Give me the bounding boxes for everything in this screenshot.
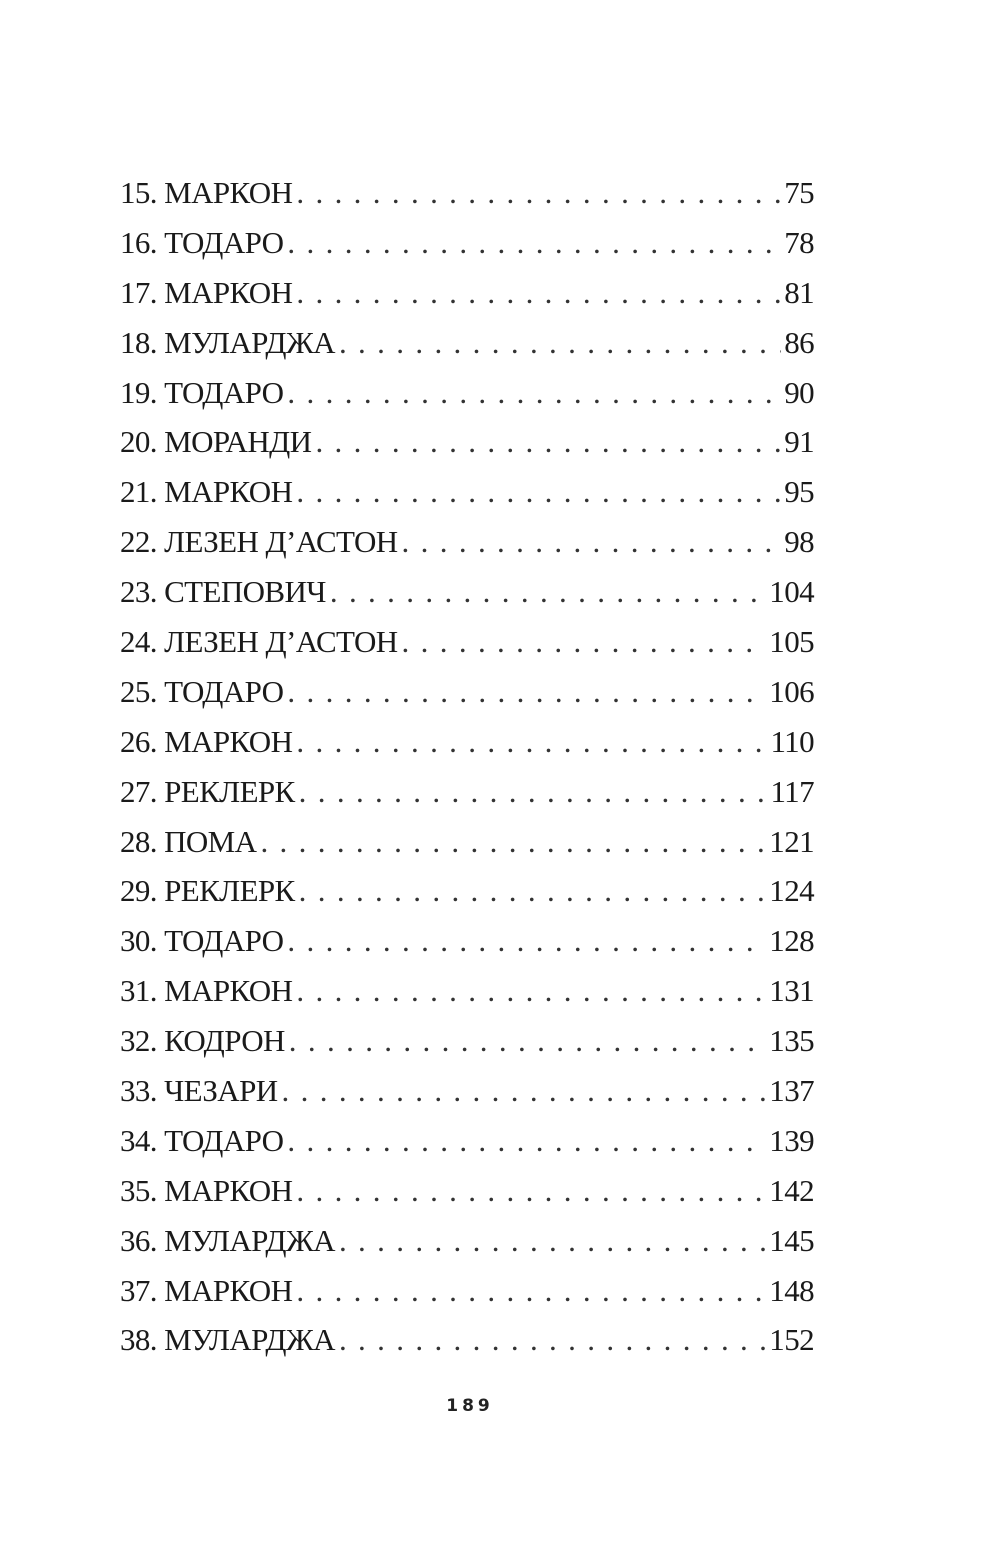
chapter-page: 124 bbox=[769, 873, 814, 909]
dot-leader bbox=[330, 567, 766, 617]
dot-leader bbox=[299, 767, 768, 817]
chapter-title: 22. ЛЕЗЕН Д’АСТОН bbox=[120, 524, 398, 560]
chapter-page: 90 bbox=[784, 374, 814, 410]
toc-entry: 18. МУЛАРДЖА 86 bbox=[120, 318, 815, 368]
dot-leader bbox=[315, 417, 781, 467]
chapter-page: 95 bbox=[784, 474, 814, 510]
chapter-title: 37. МАРКОН bbox=[120, 1272, 293, 1308]
chapter-title: 30. ТОДАРО bbox=[120, 923, 284, 959]
toc-entry: 27. РЕКЛЕРК 117 bbox=[120, 767, 815, 817]
dot-leader bbox=[296, 717, 767, 767]
chapter-page: 117 bbox=[770, 773, 814, 809]
chapter-title: 34. ТОДАРО bbox=[120, 1122, 284, 1158]
chapter-page: 98 bbox=[784, 524, 814, 560]
chapter-page: 121 bbox=[769, 823, 814, 859]
toc-entry: 25. ТОДАРО 106 bbox=[120, 667, 815, 717]
chapter-title: 38. МУЛАРДЖА bbox=[120, 1322, 336, 1358]
chapter-title: 19. ТОДАРО bbox=[120, 374, 284, 410]
dot-leader bbox=[296, 268, 781, 318]
chapter-page: 128 bbox=[769, 923, 814, 959]
toc-entry: 24. ЛЕЗЕН Д’АСТОН 105 bbox=[120, 617, 815, 667]
toc-entry: 23. СТЕПОВИЧ 104 bbox=[120, 567, 815, 617]
chapter-title: 23. СТЕПОВИЧ bbox=[120, 574, 326, 610]
dot-leader bbox=[287, 916, 766, 966]
dot-leader bbox=[296, 966, 766, 1016]
dot-leader bbox=[287, 368, 781, 418]
chapter-title: 35. МАРКОН bbox=[120, 1172, 293, 1208]
chapter-page: 105 bbox=[769, 624, 814, 660]
chapter-title: 31. МАРКОН bbox=[120, 973, 293, 1009]
toc-entry: 37. МАРКОН 148 bbox=[120, 1266, 815, 1316]
dot-leader bbox=[287, 1116, 766, 1166]
chapter-page: 135 bbox=[769, 1023, 814, 1059]
toc-entry: 21. МАРКОН 95 bbox=[120, 467, 815, 517]
chapter-page: 104 bbox=[769, 574, 814, 610]
chapter-page: 78 bbox=[784, 224, 814, 260]
toc-entry: 15. МАРКОН 75 bbox=[120, 168, 815, 218]
dot-leader bbox=[402, 517, 782, 567]
chapter-title: 27. РЕКЛЕРК bbox=[120, 773, 295, 809]
chapter-title: 29. РЕКЛЕРК bbox=[120, 873, 295, 909]
toc-entry: 31. МАРКОН 131 bbox=[120, 966, 815, 1016]
toc-entry: 36. МУЛАРДЖА 145 bbox=[120, 1216, 815, 1266]
toc-entry: 33. ЧЕЗАРИ 137 bbox=[120, 1066, 815, 1116]
toc-entry: 19. ТОДАРО 90 bbox=[120, 368, 815, 418]
toc-entry: 34. ТОДАРО 139 bbox=[120, 1116, 815, 1166]
toc-entry: 16. ТОДАРО 78 bbox=[120, 218, 815, 268]
chapter-page: 131 bbox=[769, 973, 814, 1009]
chapter-page: 81 bbox=[784, 274, 814, 310]
dot-leader bbox=[339, 1315, 766, 1365]
dot-leader bbox=[339, 318, 781, 368]
chapter-title: 21. МАРКОН bbox=[120, 474, 293, 510]
dot-leader bbox=[282, 1066, 767, 1116]
toc-entry: 20. МОРАНДИ 91 bbox=[120, 417, 815, 467]
toc-entry: 28. ПОМА 121 bbox=[120, 817, 815, 867]
toc-entry: 30. ТОДАРО 128 bbox=[120, 916, 815, 966]
chapter-title: 28. ПОМА bbox=[120, 823, 257, 859]
toc-entry: 38. МУЛАРДЖА 152 bbox=[120, 1315, 815, 1365]
chapter-title: 36. МУЛАРДЖА bbox=[120, 1222, 336, 1258]
dot-leader bbox=[296, 467, 781, 517]
dot-leader bbox=[296, 1166, 766, 1216]
toc-entry: 29. РЕКЛЕРК 124 bbox=[120, 866, 815, 916]
chapter-page: 148 bbox=[769, 1272, 814, 1308]
chapter-title: 24. ЛЕЗЕН Д’АСТОН bbox=[120, 624, 398, 660]
chapter-page: 139 bbox=[769, 1122, 814, 1158]
toc-entry: 26. МАРКОН 110 bbox=[120, 717, 815, 767]
page-number: 189 bbox=[446, 1396, 494, 1416]
chapter-title: 17. МАРКОН bbox=[120, 274, 293, 310]
chapter-page: 137 bbox=[769, 1073, 814, 1109]
toc-entry: 35. МАРКОН 142 bbox=[120, 1166, 815, 1216]
toc-entry: 17. МАРКОН 81 bbox=[120, 268, 815, 318]
chapter-title: 26. МАРКОН bbox=[120, 723, 293, 759]
chapter-page: 106 bbox=[769, 673, 814, 709]
dot-leader bbox=[287, 667, 766, 717]
chapter-page: 86 bbox=[784, 324, 814, 360]
dot-leader bbox=[260, 817, 766, 867]
toc-entry: 22. ЛЕЗЕН Д’АСТОН 98 bbox=[120, 517, 815, 567]
chapter-page: 91 bbox=[784, 424, 814, 460]
dot-leader bbox=[289, 1016, 767, 1066]
chapter-title: 32. КОДРОН bbox=[120, 1023, 285, 1059]
chapter-title: 33. ЧЕЗАРИ bbox=[120, 1073, 278, 1109]
dot-leader bbox=[287, 218, 781, 268]
chapter-page: 142 bbox=[769, 1172, 814, 1208]
chapter-page: 145 bbox=[769, 1222, 814, 1258]
chapter-page: 152 bbox=[769, 1322, 814, 1358]
dot-leader bbox=[339, 1216, 766, 1266]
dot-leader bbox=[299, 866, 767, 916]
chapter-page: 110 bbox=[770, 723, 814, 759]
dot-leader bbox=[402, 617, 767, 667]
chapter-title: 15. МАРКОН bbox=[120, 175, 293, 210]
chapter-title: 20. МОРАНДИ bbox=[120, 424, 312, 460]
table-of-contents: 15. МАРКОН 75 16. ТОДАРО 78 17. МАРКОН 81 18. … bbox=[120, 168, 815, 1365]
chapter-title: 18. МУЛАРДЖА bbox=[120, 324, 336, 360]
chapter-title: 16. ТОДАРО bbox=[120, 224, 284, 260]
toc-entry: 32. КОДРОН 135 bbox=[120, 1016, 815, 1066]
chapter-page: 75 bbox=[784, 175, 814, 210]
dot-leader bbox=[296, 168, 781, 218]
chapter-title: 25. ТОДАРО bbox=[120, 673, 284, 709]
dot-leader bbox=[296, 1266, 766, 1316]
